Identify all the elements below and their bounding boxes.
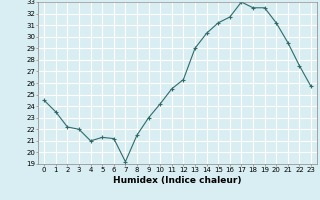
X-axis label: Humidex (Indice chaleur): Humidex (Indice chaleur) [113,176,242,185]
